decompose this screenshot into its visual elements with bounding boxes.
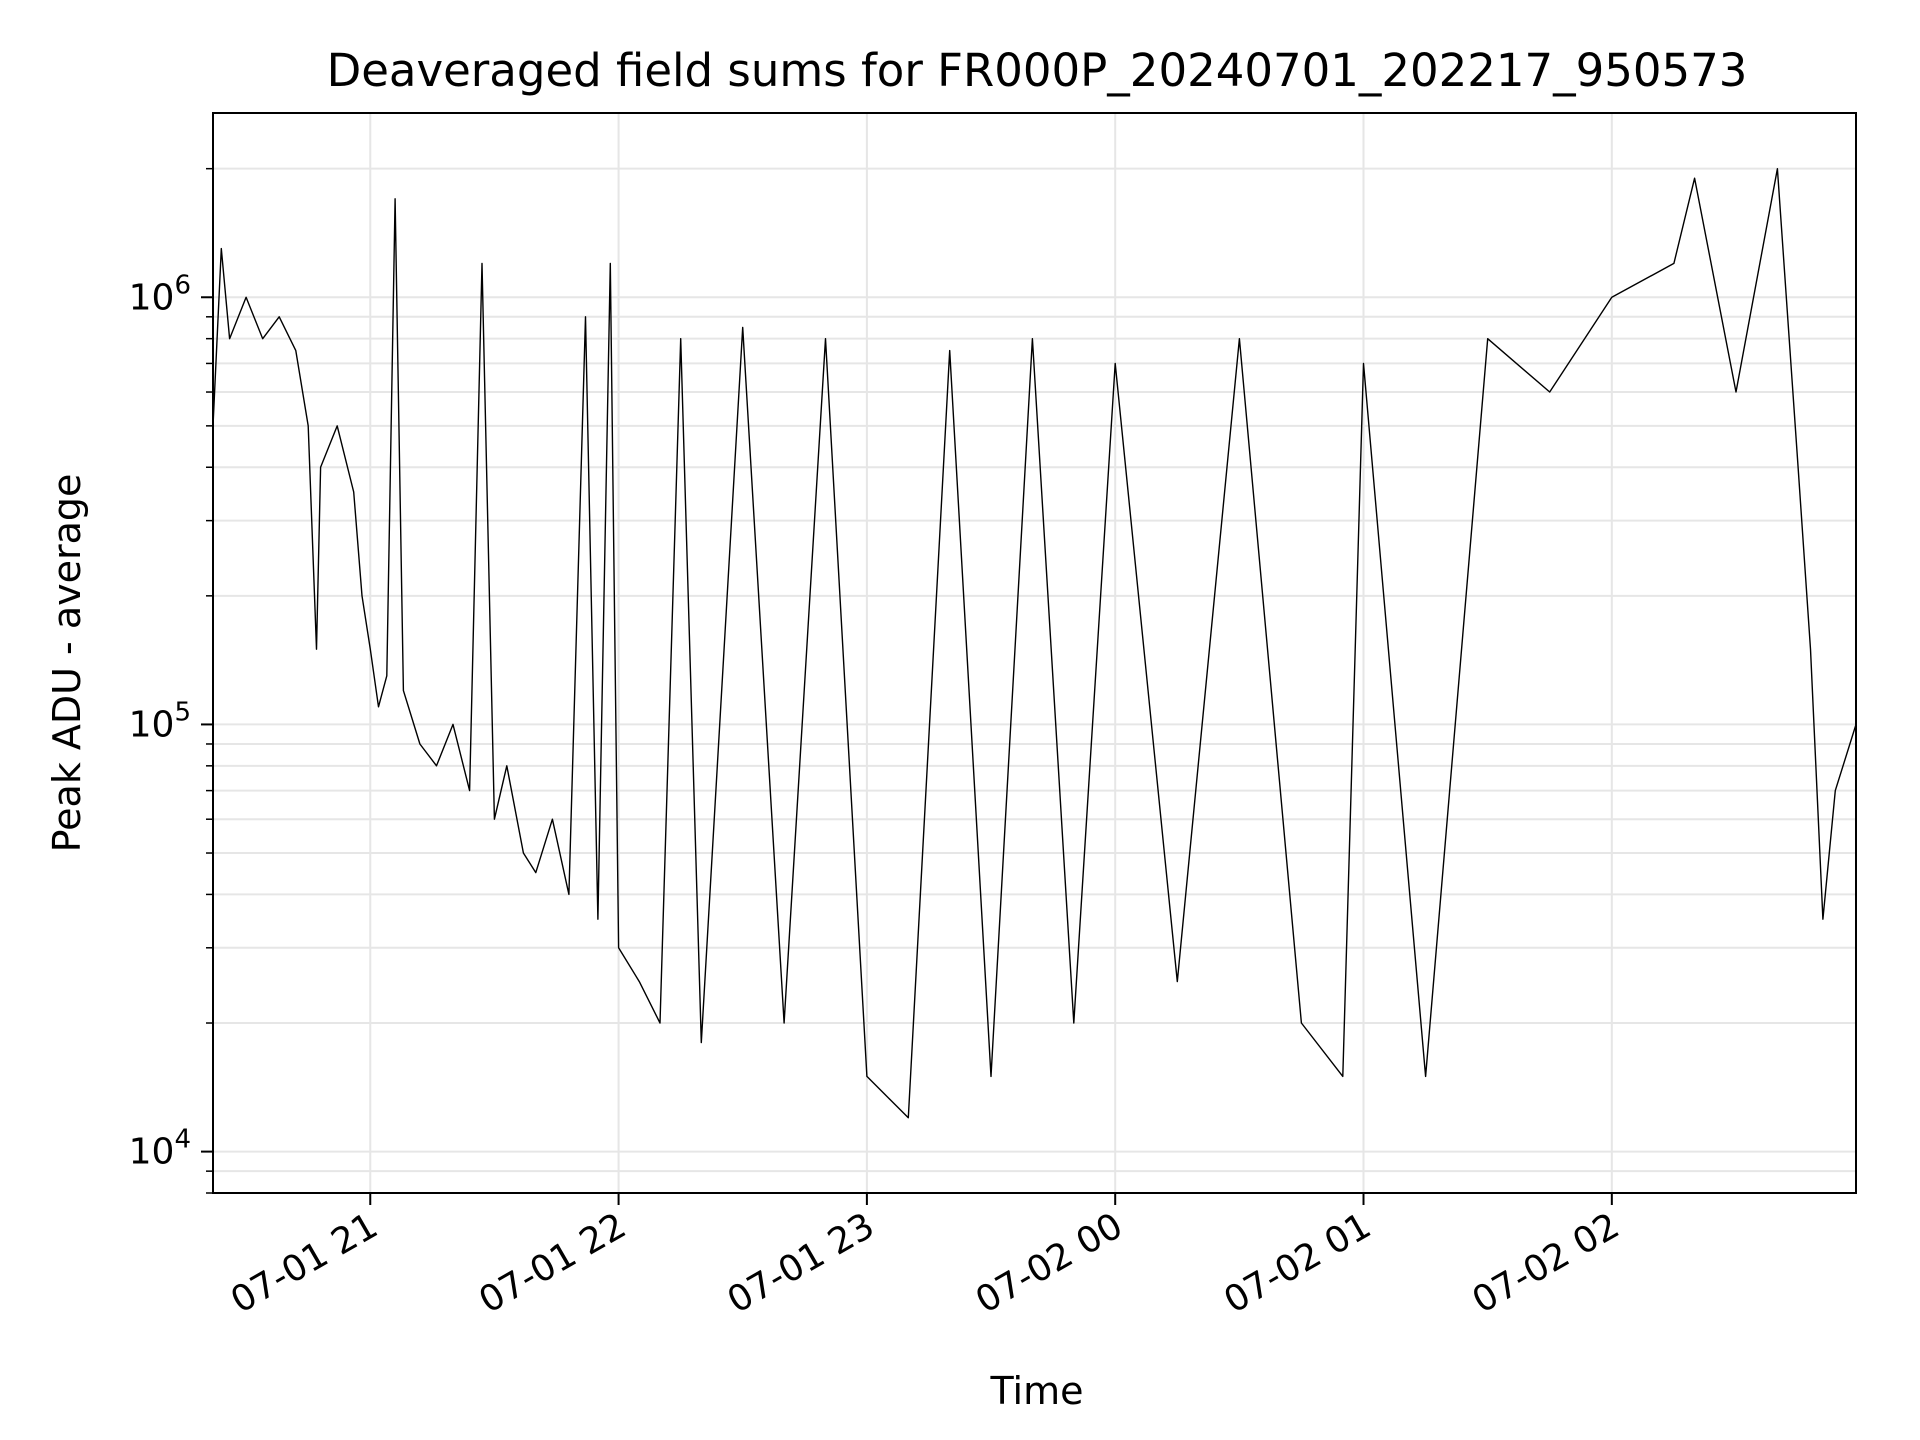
grid [213,113,1856,1194]
x-axis: 07-01 21 07-01 22 07-01 23 07-02 00 07-02 01… [224,1193,1626,1322]
x-axis-label: Time [990,1369,1084,1413]
x-tick-label: 07-02 02 [1466,1205,1627,1321]
series-group [212,168,1857,1119]
y-tick-label: 105 [129,697,191,745]
chart-title: Deaveraged field sums for FR000P_2024070… [327,44,1748,97]
x-tick-label: 07-01 22 [472,1205,633,1321]
y-axis: 104 105 106 [129,167,213,1194]
y-tick-label: 106 [129,270,191,318]
x-tick-label: 07-01 23 [721,1205,882,1321]
x-tick-label: 07-02 00 [969,1205,1130,1321]
series-line [212,168,1857,1119]
y-axis-label: Peak ADU - average [45,474,89,853]
plot-frame [212,112,1857,1194]
x-tick-label: 07-02 01 [1217,1205,1378,1321]
x-tick-label: 07-01 21 [224,1205,385,1321]
y-tick-label: 104 [129,1125,191,1173]
